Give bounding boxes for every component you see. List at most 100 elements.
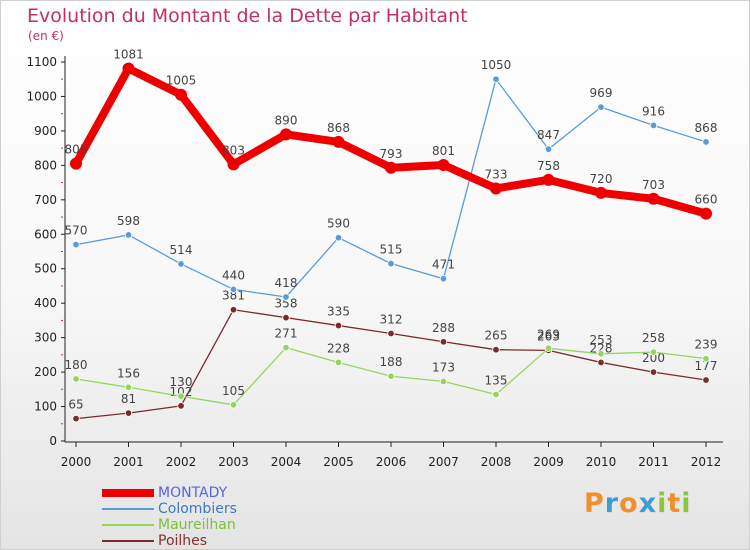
legend-swatch: [102, 508, 154, 510]
x-tick-label: 2000: [61, 455, 92, 469]
data-point: [177, 260, 185, 268]
data-label: 258: [642, 331, 665, 345]
y-tick-label: 800: [34, 158, 57, 172]
data-point: [597, 350, 605, 358]
data-label: 271: [275, 327, 298, 341]
legend-label: MONTADY: [158, 485, 228, 501]
legend-item-colombiers: Colombiers: [102, 501, 237, 517]
data-point: [124, 383, 133, 391]
data-point: [72, 375, 80, 383]
data-label: 335: [327, 305, 350, 319]
data-label: 847: [537, 128, 560, 142]
data-label: 471: [432, 258, 455, 272]
logo-letter: o: [619, 488, 639, 519]
legend-item-poilhes: Poilhes: [102, 533, 237, 549]
data-point: [229, 306, 238, 314]
data-point: [490, 182, 502, 195]
data-label: 720: [590, 172, 613, 186]
data-point: [542, 173, 555, 186]
data-point: [282, 343, 290, 352]
data-label: 758: [537, 159, 560, 173]
data-label: 269: [537, 327, 560, 341]
data-label: 173: [432, 360, 455, 374]
data-label: 969: [590, 86, 613, 100]
x-tick-label: 2010: [586, 455, 617, 469]
data-point: [124, 409, 133, 417]
data-point: [385, 161, 397, 174]
data-point: [647, 192, 660, 205]
y-tick-label: 0: [49, 434, 57, 448]
data-label: 868: [695, 121, 718, 135]
data-point: [702, 354, 710, 363]
data-label: 358: [275, 297, 298, 311]
data-label: 1005: [166, 74, 197, 88]
data-point: [700, 207, 712, 220]
data-point: [227, 158, 240, 171]
y-axis-unit-label: (en €): [28, 29, 64, 43]
data-point: [439, 275, 448, 283]
y-tick-label: 500: [34, 262, 57, 276]
data-label: 514: [170, 243, 193, 257]
data-point: [334, 321, 343, 330]
legend-swatch: [102, 524, 154, 526]
data-point: [332, 135, 345, 148]
data-label: 590: [327, 217, 350, 231]
data-label: 135: [485, 373, 508, 387]
data-label: 890: [275, 113, 298, 127]
logo-letter: P: [584, 488, 605, 519]
logo-letter: r: [604, 488, 620, 519]
logo-letter: x: [638, 488, 658, 519]
data-label: 418: [275, 276, 298, 290]
data-point: [544, 344, 553, 353]
proxiti-logo: Proxiti: [584, 488, 692, 519]
data-point: [177, 402, 185, 410]
data-point: [649, 121, 658, 130]
data-point: [175, 88, 187, 101]
data-label: 515: [380, 243, 403, 257]
data-point: [229, 401, 238, 409]
y-tick-label: 200: [34, 365, 57, 379]
y-tick-label: 400: [34, 296, 57, 310]
data-label: 65: [68, 398, 83, 412]
data-label: 177: [695, 359, 718, 373]
x-tick-label: 2008: [481, 455, 512, 469]
data-point: [492, 345, 500, 354]
data-label: 105: [222, 384, 245, 398]
data-point: [649, 368, 658, 376]
y-tick-label: 1100: [26, 55, 57, 69]
data-point: [72, 240, 80, 249]
data-point: [70, 157, 82, 170]
data-point: [387, 372, 395, 380]
data-point: [177, 392, 185, 400]
y-tick-label: 1000: [26, 89, 57, 103]
data-point: [492, 390, 500, 399]
data-point: [122, 62, 135, 75]
x-tick-label: 2003: [218, 455, 249, 469]
data-label: 180: [65, 358, 88, 372]
x-tick-label: 2011: [638, 455, 669, 469]
data-point: [387, 329, 395, 338]
data-point: [439, 377, 448, 386]
y-tick-label: 700: [34, 193, 57, 207]
data-point: [72, 414, 80, 423]
x-tick-label: 2009: [533, 455, 564, 469]
legend-label: Colombiers: [158, 501, 237, 517]
data-point: [437, 159, 450, 172]
data-label: 156: [117, 366, 140, 380]
data-label: 440: [222, 268, 245, 282]
data-point: [334, 358, 343, 367]
data-label: 239: [695, 338, 718, 352]
data-point: [492, 75, 500, 83]
data-point: [280, 128, 292, 141]
data-point: [702, 138, 710, 146]
data-point: [439, 338, 448, 346]
data-label: 312: [380, 313, 403, 327]
y-tick-label: 900: [34, 124, 57, 138]
x-tick-label: 2005: [323, 455, 354, 469]
x-tick-label: 2006: [376, 455, 407, 469]
data-point: [334, 234, 343, 242]
x-tick-label: 2001: [113, 455, 144, 469]
data-label: 288: [432, 321, 455, 335]
y-tick-label: 300: [34, 331, 57, 345]
data-label: 703: [642, 178, 665, 192]
